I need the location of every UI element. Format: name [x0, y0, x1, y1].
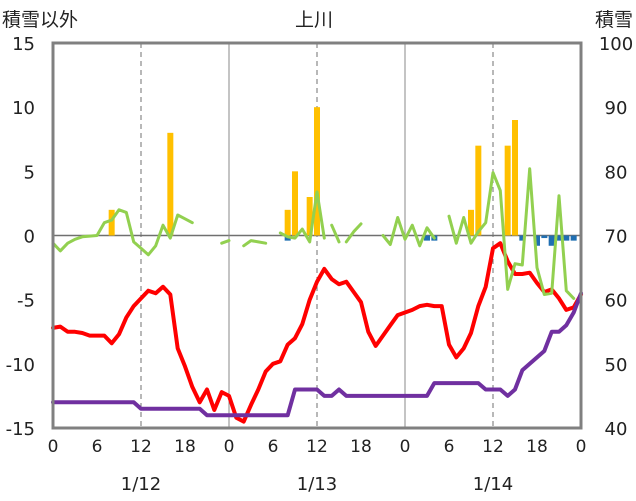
bar-s1-7 — [556, 235, 562, 241]
bar-s0-2 — [284, 209, 291, 236]
x-tick-label: 12 — [482, 437, 504, 457]
series-line-3 — [51, 167, 576, 300]
lines-layer — [51, 167, 583, 424]
left-tick-label: 15 — [12, 34, 35, 55]
bar-s0-5 — [314, 107, 320, 236]
right-tick-label: 70 — [605, 227, 628, 248]
right-tick-label: 90 — [605, 98, 628, 119]
right-tick-label: 100 — [599, 34, 633, 55]
bars-layer — [108, 107, 577, 246]
x-tick-label: 6 — [444, 437, 455, 457]
right-tick-label: 80 — [605, 162, 628, 183]
x-tick-label: 18 — [526, 437, 548, 457]
left-tick-label: 5 — [24, 162, 35, 183]
date-labels: 1/12 1/13 1/14 — [121, 474, 513, 495]
x-tick-label: 12 — [306, 437, 328, 457]
x-tick-label: 12 — [130, 437, 152, 457]
left-tick-label: 10 — [12, 98, 35, 119]
x-tick-label: 0 — [400, 437, 411, 457]
left-axis-ticks: 15 10 5 0 -5 -10 -15 — [6, 34, 35, 440]
left-tick-label: -15 — [6, 419, 35, 440]
date-label: 1/13 — [297, 474, 337, 495]
bar-s1-4 — [534, 235, 540, 246]
right-axis-label: 積雪 — [595, 9, 633, 31]
x-tick-label: 0 — [224, 437, 235, 457]
left-tick-label: -5 — [17, 291, 35, 312]
x-tick-label: 0 — [48, 437, 59, 457]
date-label: 1/14 — [473, 474, 513, 495]
bar-s1-1 — [424, 235, 430, 241]
bar-s0-3 — [292, 171, 298, 236]
right-tick-label: 60 — [605, 291, 628, 312]
bar-s0-4 — [306, 197, 313, 236]
x-tick-label: 6 — [268, 437, 279, 457]
bar-s0-1 — [167, 132, 174, 236]
left-tick-label: 0 — [24, 227, 35, 248]
left-axis-label: 積雪以外 — [2, 9, 78, 31]
chart-title: 上川 — [295, 9, 333, 31]
bar-s1-6 — [548, 235, 555, 246]
bar-s1-8 — [563, 235, 570, 241]
right-axis-ticks: 100 90 80 70 60 50 40 — [599, 34, 633, 440]
bar-s0-0 — [108, 209, 115, 236]
series-line-4 — [51, 291, 583, 418]
bar-s1-9 — [570, 235, 577, 241]
series-line-2 — [51, 241, 583, 424]
x-tick-label: 0 — [576, 437, 587, 457]
bar-s0-8 — [504, 145, 511, 236]
x-tick-label: 18 — [350, 437, 372, 457]
right-tick-label: 50 — [605, 355, 628, 376]
bar-s0-6 — [468, 209, 474, 236]
plot-frame — [51, 41, 583, 430]
bar-s0-9 — [512, 120, 518, 236]
bar-s0-7 — [475, 145, 482, 236]
bar-s1-5 — [541, 235, 548, 239]
x-tick-label: 18 — [174, 437, 196, 457]
date-label: 1/12 — [121, 474, 161, 495]
left-tick-label: -10 — [6, 355, 35, 376]
x-axis-ticks: 0 6 12 18 0 6 12 18 0 6 12 18 0 — [48, 437, 587, 457]
bar-s1-3 — [519, 235, 526, 241]
right-tick-label: 40 — [605, 419, 628, 440]
x-tick-label: 6 — [92, 437, 103, 457]
